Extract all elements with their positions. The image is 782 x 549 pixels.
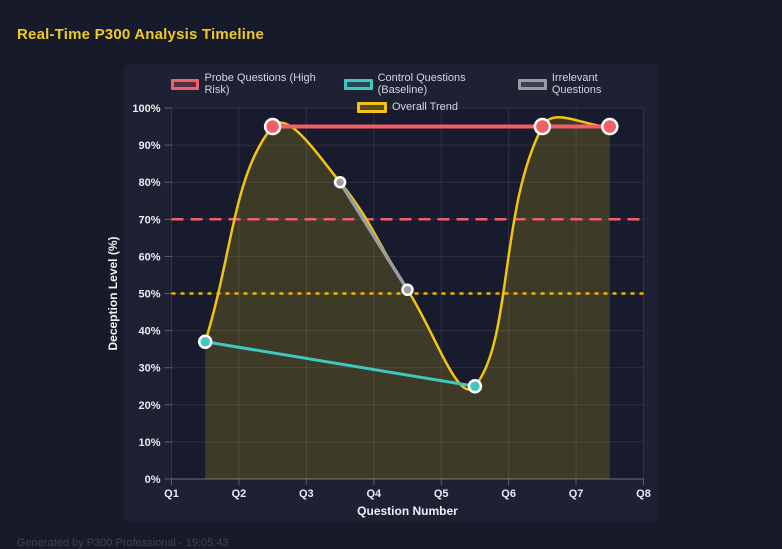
data-point-series-1[interactable] bbox=[467, 379, 483, 394]
legend-item-probe[interactable]: Probe Questions (High Risk) bbox=[171, 72, 335, 96]
legend-swatch-trend-icon bbox=[356, 101, 387, 113]
legend-label-trend: Overall Trend bbox=[391, 101, 459, 113]
y-tick-label: 30% bbox=[138, 363, 160, 375]
x-tick-label: Q4 bbox=[366, 488, 382, 500]
x-tick-label: Q3 bbox=[299, 488, 314, 500]
y-tick-label: 20% bbox=[138, 400, 160, 412]
series-fill-3 bbox=[205, 117, 610, 480]
legend-item-irrelevant[interactable]: Irrelevant Questions bbox=[518, 72, 644, 96]
legend-item-control[interactable]: Control Questions (Baseline) bbox=[344, 72, 509, 96]
series-line-2 bbox=[338, 180, 410, 292]
y-tick-label: 40% bbox=[138, 326, 160, 338]
legend-row-2: Overall Trend bbox=[356, 101, 459, 113]
x-tick-label: Q6 bbox=[501, 488, 516, 500]
legend-label-irrelevant: Irrelevant Questions bbox=[551, 72, 602, 96]
legend-item-trend[interactable]: Overall Trend bbox=[356, 101, 459, 113]
data-point-series-0[interactable] bbox=[533, 117, 552, 136]
x-tick-label: Q8 bbox=[636, 488, 651, 500]
y-tick-label: 0% bbox=[145, 474, 161, 486]
legend-row-1: Probe Questions (High Risk) Control Ques… bbox=[171, 72, 644, 96]
legend-swatch-probe-icon bbox=[171, 78, 200, 90]
legend-label-control: Control Questions (Baseline) bbox=[377, 72, 466, 96]
x-tick-label: Q1 bbox=[164, 488, 179, 500]
y-tick-label: 80% bbox=[138, 177, 160, 189]
data-point-series-2[interactable] bbox=[401, 283, 414, 297]
legend-swatch-control-icon bbox=[344, 78, 373, 90]
data-point-series-1[interactable] bbox=[197, 334, 213, 349]
x-tick-label: Q2 bbox=[232, 488, 247, 500]
x-tick-label: Q5 bbox=[434, 488, 449, 500]
chart-legend: Probe Questions (High Risk) Control Ques… bbox=[171, 72, 644, 113]
x-tick-label: Q7 bbox=[569, 488, 584, 500]
legend-swatch-irrelevant-icon bbox=[518, 78, 547, 90]
data-point-series-0[interactable] bbox=[601, 117, 619, 136]
y-tick-label: 100% bbox=[132, 103, 160, 115]
x-axis-title: Question Number bbox=[357, 504, 458, 518]
data-point-series-2[interactable] bbox=[333, 175, 347, 189]
y-tick-label: 60% bbox=[138, 251, 160, 263]
y-tick-label: 70% bbox=[138, 214, 160, 226]
y-tick-label: 90% bbox=[138, 140, 160, 152]
page-title: Real-Time P300 Analysis Timeline bbox=[17, 26, 265, 43]
data-point-series-0[interactable] bbox=[263, 117, 282, 136]
y-tick-label: 10% bbox=[138, 437, 160, 449]
y-tick-label: 50% bbox=[138, 289, 160, 301]
y-axis-title: Deception Level (%) bbox=[106, 236, 120, 350]
legend-label-probe: Probe Questions (High Risk) bbox=[204, 72, 316, 96]
series-line-1 bbox=[203, 340, 477, 388]
